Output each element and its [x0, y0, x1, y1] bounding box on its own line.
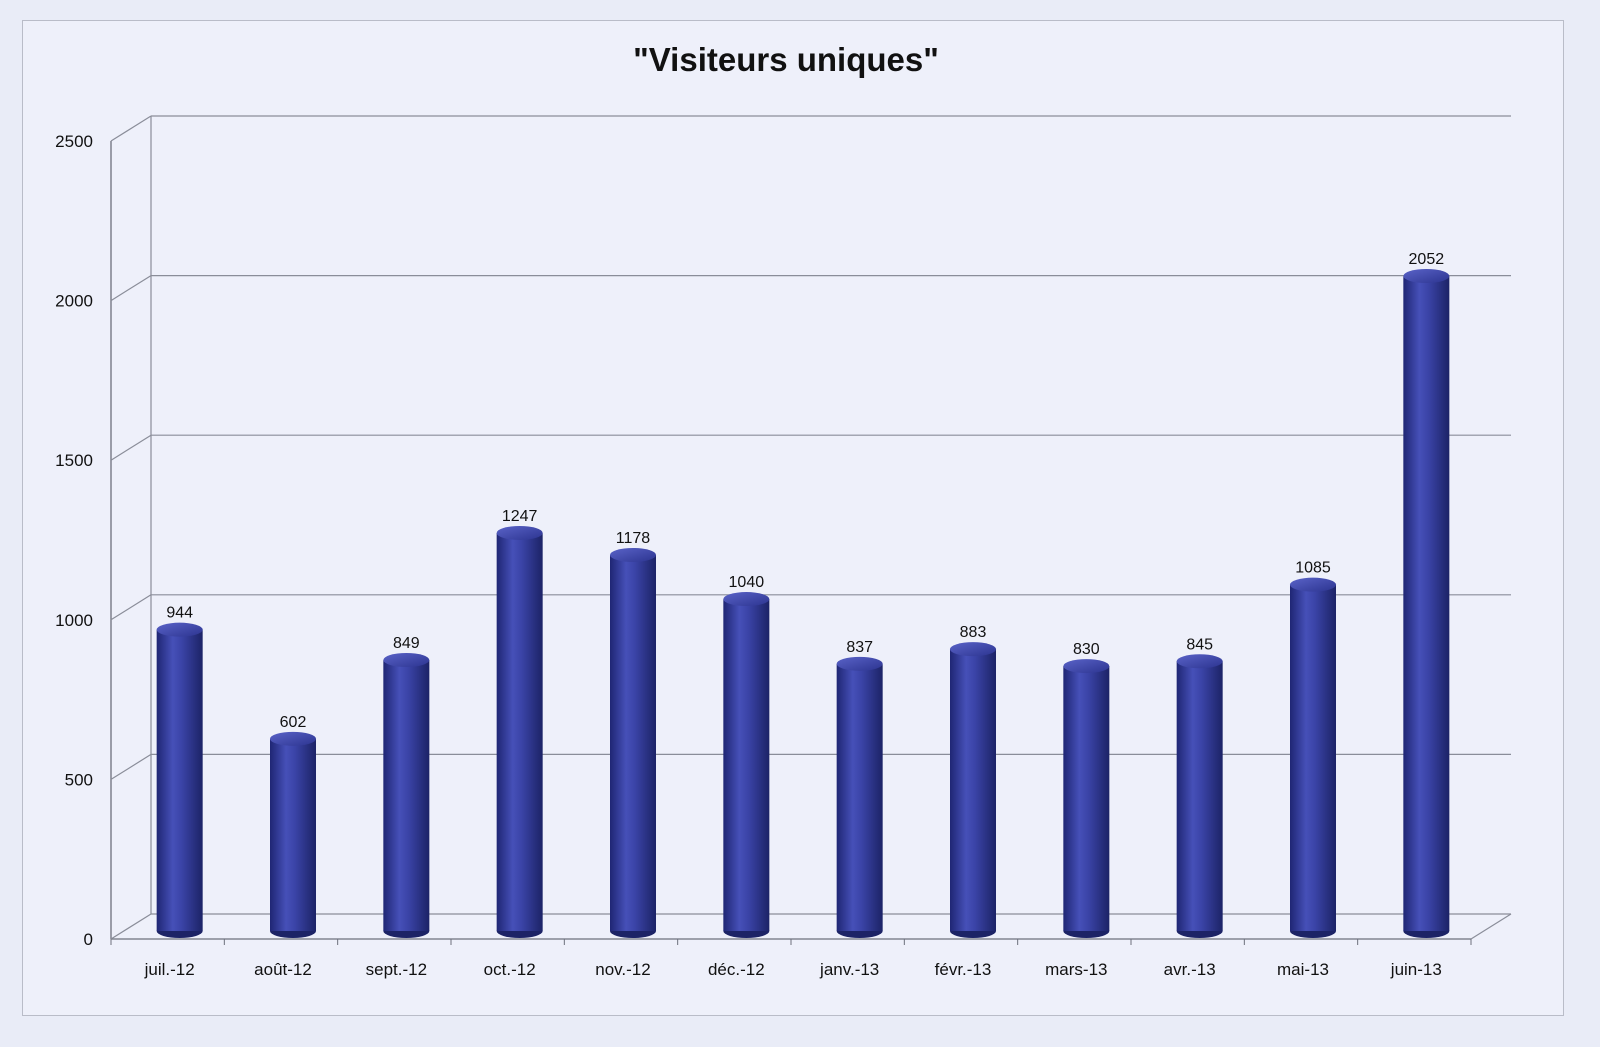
- bar-body: [723, 599, 770, 931]
- axes: [110, 116, 1512, 945]
- bar-body: [383, 659, 430, 931]
- data-label: 1085: [1295, 560, 1331, 577]
- bar-body: [836, 663, 883, 931]
- bar: [1403, 269, 1450, 938]
- data-label: 1178: [616, 530, 651, 547]
- bar: [610, 547, 656, 938]
- bar-top: [1176, 654, 1223, 669]
- y-tick-label: 0: [84, 930, 93, 949]
- data-label: 1040: [729, 574, 765, 591]
- bar-body: [1290, 584, 1336, 931]
- x-category-label: juin-13: [1390, 960, 1442, 979]
- bar: [836, 656, 883, 938]
- data-label: 2052: [1409, 251, 1445, 268]
- gridline-side: [110, 594, 152, 621]
- y-tick-label: 1000: [55, 611, 93, 630]
- bar-top: [610, 547, 656, 562]
- x-category-label: oct.-12: [484, 960, 536, 979]
- bar-body: [1176, 661, 1223, 931]
- bars: [156, 269, 1450, 938]
- x-axis-categories: juil.-12 août-12 sept.-12 oct.-12 nov.-12 déc…: [144, 960, 1442, 979]
- bar-body: [1063, 666, 1110, 931]
- data-label: 849: [393, 635, 420, 652]
- bar-body: [950, 649, 996, 931]
- x-category-label: août-12: [254, 960, 312, 979]
- x-category-label: janv.-13: [819, 960, 879, 979]
- chart-title: "Visiteurs uniques": [633, 41, 939, 78]
- data-labels: 944 602 849 1247 1178 1040 837 883 830 845 1085 205…: [166, 251, 1444, 731]
- data-label: 883: [960, 624, 987, 641]
- bar-top: [1403, 269, 1450, 284]
- data-label: 944: [166, 605, 193, 622]
- y-tick-label: 2000: [55, 292, 93, 311]
- chart-frame: "Visiteurs uniques" 0 500 1000 1500 2000 2500…: [22, 20, 1564, 1016]
- bar: [950, 642, 996, 938]
- data-label: 837: [846, 639, 873, 656]
- data-label: 830: [1073, 641, 1100, 658]
- bar-body: [496, 532, 543, 931]
- bar: [383, 652, 430, 938]
- bar-top: [496, 525, 543, 540]
- x-category-label: févr.-13: [935, 960, 992, 979]
- y-axis-ticks: 0 500 1000 1500 2000 2500: [55, 132, 93, 949]
- bar-body: [1403, 276, 1450, 931]
- bar: [270, 731, 316, 938]
- bar: [723, 592, 770, 938]
- gridline-side: [110, 434, 152, 461]
- x-category-label: mars-13: [1045, 960, 1107, 979]
- x-category-label: avr.-13: [1164, 960, 1216, 979]
- bar: [1176, 654, 1223, 938]
- bar: [1063, 659, 1110, 938]
- bar-body: [156, 629, 203, 931]
- y-tick-label: 2500: [55, 132, 93, 151]
- y-tick-label: 500: [65, 770, 93, 789]
- y-tick-label: 1500: [55, 451, 93, 470]
- x-category-label: nov.-12: [595, 960, 650, 979]
- bar-top: [836, 656, 883, 671]
- data-label: 602: [280, 714, 307, 731]
- bar-top: [950, 642, 996, 657]
- bar: [156, 622, 203, 938]
- bar-top: [723, 592, 770, 607]
- x-category-label: mai-13: [1277, 960, 1329, 979]
- gridline-side: [110, 275, 152, 302]
- bar-top: [156, 622, 203, 637]
- data-label: 845: [1186, 636, 1213, 653]
- gridlines: [110, 115, 1511, 780]
- bar-body: [270, 738, 316, 931]
- bar: [496, 525, 543, 938]
- bar-top: [1290, 577, 1336, 592]
- x-category-label: juil.-12: [144, 960, 195, 979]
- gridline-side: [110, 753, 152, 780]
- floor-left-edge: [110, 913, 152, 940]
- data-label: 1247: [502, 508, 538, 525]
- x-category-label: déc.-12: [708, 960, 765, 979]
- bar: [1290, 577, 1336, 938]
- bar-top: [1063, 659, 1110, 674]
- bar-chart: "Visiteurs uniques" 0 500 1000 1500 2000 2500…: [55, 41, 1512, 979]
- floor-right-edge: [1470, 913, 1512, 940]
- bar-top: [383, 652, 430, 667]
- x-category-label: sept.-12: [366, 960, 427, 979]
- bar-top: [270, 731, 316, 746]
- gridline-side: [110, 115, 152, 142]
- bar-body: [610, 554, 656, 931]
